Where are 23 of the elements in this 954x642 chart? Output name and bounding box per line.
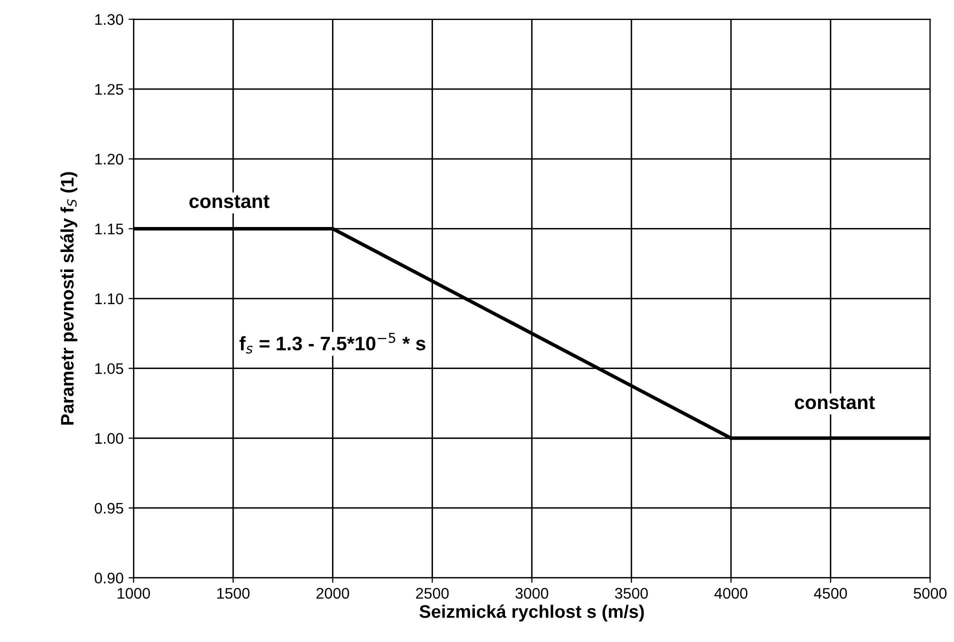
annotation: f$_{s}$ = 1.3 - 7.5*10$^{−5}$ * s: [240, 332, 426, 354]
x-tick-label: 4000: [714, 588, 748, 599]
x-tick-label: 1000: [118, 588, 150, 599]
annotation: constant: [794, 396, 875, 410]
x-tick-label: 2500: [416, 588, 449, 599]
y-axis-title: Parametr pevnosti skály f$_{S}$ (1): [60, 172, 78, 425]
y-tick-label: 1.10: [95, 293, 124, 304]
y-tick-label: 1.00: [95, 433, 124, 444]
annotation: constant: [189, 195, 270, 208]
y-tick-label: 0.90: [94, 572, 124, 584]
y-tick-label: 1.05: [95, 363, 124, 374]
x-tick-label: 3500: [615, 588, 648, 599]
x-tick-label: 2000: [316, 588, 350, 599]
y-tick-label: 1.15: [95, 224, 124, 234]
y-tick-label: 1.20: [95, 154, 124, 165]
x-tick-label: 4500: [814, 588, 847, 599]
x-tick-label: 1500: [217, 588, 250, 599]
y-tick-label: 1.25: [95, 84, 124, 95]
y-tick-label: 0.95: [94, 502, 124, 514]
x-tick-label: 5000: [914, 588, 947, 599]
y-tick-label: 1.30: [95, 14, 124, 25]
x-tick-label: 3000: [515, 588, 548, 599]
x-axis-title: Seizmická rychlost s (m/s): [419, 604, 644, 622]
